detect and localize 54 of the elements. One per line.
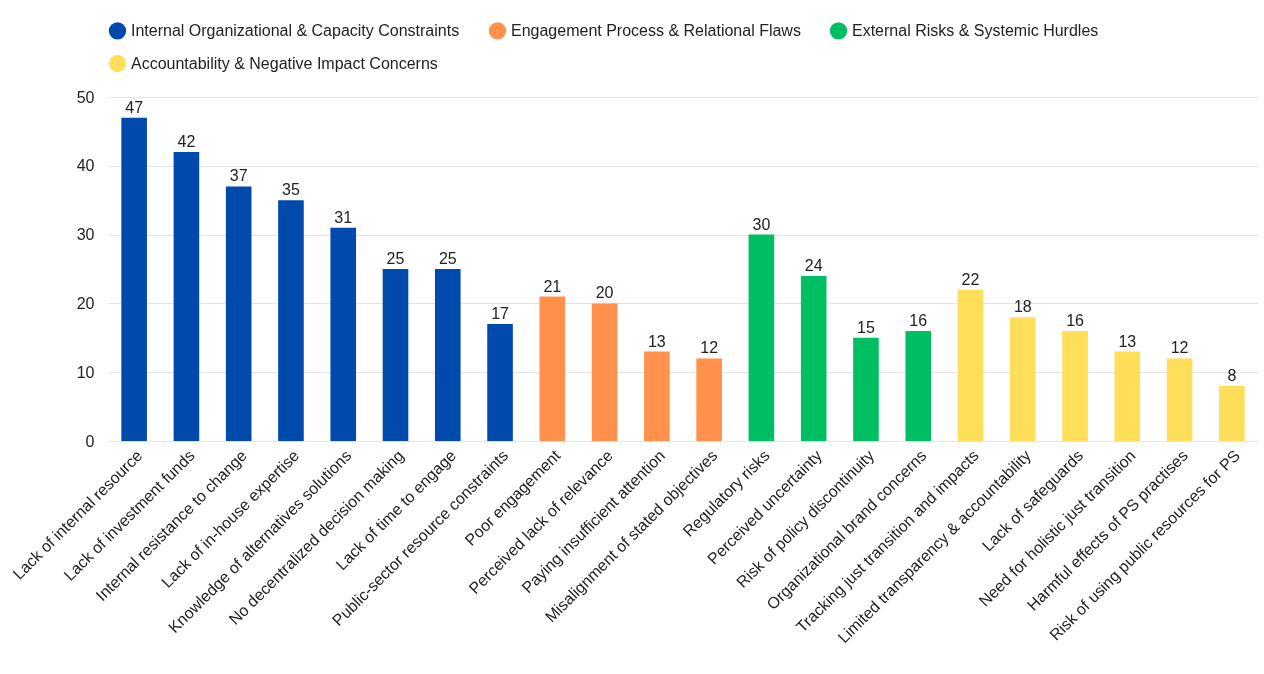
bar [591,303,618,441]
bar [748,234,775,441]
data-label: 47 [125,98,144,116]
bar [957,289,984,441]
bar [696,358,722,441]
bar [539,296,566,441]
data-label: 24 [804,256,823,274]
bar [225,186,252,441]
data-label: 20 [595,284,614,302]
bar [278,200,304,441]
bar [173,152,200,441]
legend-label: Accountability & Negative Impact Concerns [131,54,438,72]
legend-label: External Risks & Systemic Hurdles [852,21,1099,39]
y-tick-label: 0 [85,432,95,450]
y-tick-label: 50 [76,88,95,106]
data-label: 35 [282,181,300,199]
y-tick-label: 20 [76,294,95,312]
bar [1009,317,1036,441]
bar [644,351,670,441]
bar [434,269,461,441]
data-label: 42 [177,133,196,151]
data-label: 15 [857,318,875,336]
data-label: 30 [752,215,771,233]
data-label: 12 [1170,339,1189,357]
data-label: 17 [491,305,510,323]
data-label: 31 [334,208,353,226]
legend-label: Engagement Process & Relational Flaws [511,21,801,39]
data-label: 16 [1066,311,1085,329]
data-label: 21 [543,277,562,295]
legend-label: Internal Organizational & Capacity Constraints [131,21,460,39]
bar [121,117,147,441]
bar [1062,330,1088,441]
bar [853,337,879,441]
data-label: 8 [1227,366,1237,384]
bar [800,275,827,441]
data-label: 16 [909,311,928,329]
data-label: 18 [1013,298,1032,316]
data-label: 13 [1118,332,1137,350]
data-label: 13 [647,332,666,350]
data-label: 25 [386,250,405,267]
data-label: 37 [229,167,248,185]
data-label: 22 [961,270,980,288]
bar [487,324,513,441]
bar [1114,351,1141,441]
bar [905,330,932,441]
y-tick-label: 40 [76,157,95,175]
y-tick-label: 10 [76,363,95,381]
data-label: 25 [438,250,457,267]
bar [1219,385,1245,441]
bar [382,269,409,441]
bar [330,227,357,441]
bar [1166,358,1193,441]
data-label: 12 [700,339,719,357]
y-tick-label: 30 [76,226,95,244]
